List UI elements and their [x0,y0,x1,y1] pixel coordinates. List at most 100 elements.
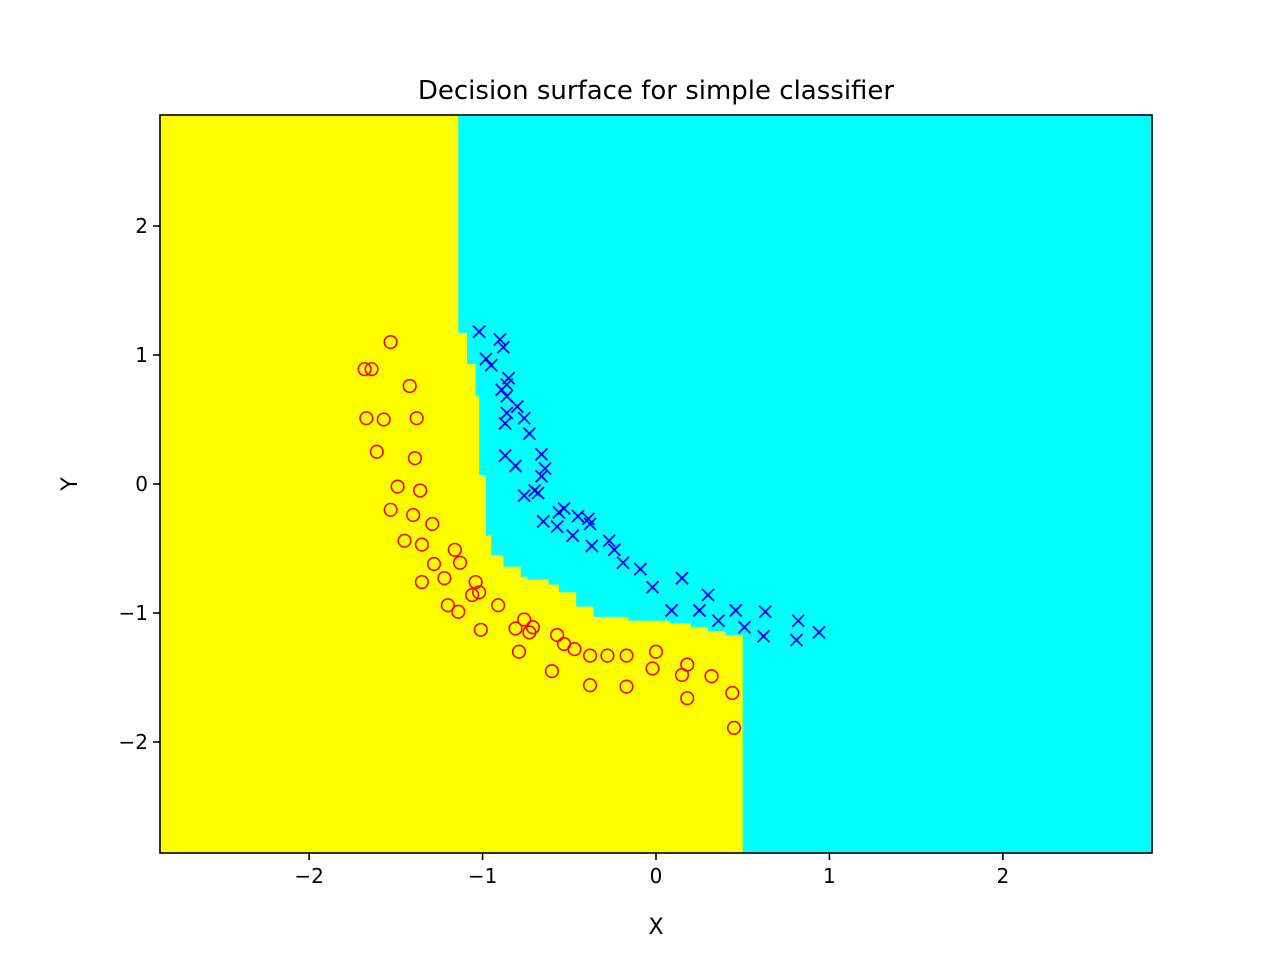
data-point-circle [511,644,527,659]
data-point-circle [680,691,695,706]
data-point-circle [648,644,664,659]
data-point-x [510,399,524,414]
data-point-x [566,528,580,543]
data-point-x [531,486,545,500]
data-point-circle [414,574,429,590]
data-point-circle [437,571,452,586]
chart-title: Decision surface for simple classifier [418,76,895,106]
y-tick-label: 2 [135,214,148,238]
data-point-x [756,629,771,643]
y-axis-label: Y [58,477,83,492]
data-point-x [472,325,486,339]
data-point-x [552,505,566,520]
data-point-x [711,614,726,628]
data-point-circle [582,648,598,663]
x-tick-label: 0 [650,864,663,888]
data-point-circle [376,412,391,427]
data-point-circle [704,669,719,684]
data-point-circle [725,685,740,701]
data-point-x [729,603,743,618]
data-point-circle [472,585,487,600]
data-point-x [645,580,660,594]
data-point-circle [582,678,598,693]
data-point-x [522,427,537,441]
data-point-circle [447,542,462,557]
data-point-x [791,614,805,628]
data-point-x [508,459,523,473]
data-point-circle [726,720,742,735]
data-point-x [500,406,514,420]
data-point-circle [674,667,690,683]
region-class-1 [458,115,1152,853]
data-point-circle [619,648,634,663]
data-point-circle [440,598,455,613]
data-point-x [517,488,531,503]
data-point-circle [414,537,429,552]
data-point-circle [452,555,468,570]
data-point-circle [390,479,405,494]
data-point-circle [357,362,372,377]
data-point-x [484,358,498,372]
data-point-circle [426,556,442,572]
x-tick-label: −2 [294,864,323,888]
data-point-x [534,447,549,461]
data-point-x [664,603,679,618]
data-point-x [616,556,630,570]
data-point-circle [397,533,412,548]
data-point-x [493,332,507,347]
data-point-circle [522,625,537,640]
data-point-circle [544,663,560,679]
axes: −2 −1 0 1 2 −2 −1 0 1 2 [119,114,1153,888]
data-point-x [498,416,512,430]
data-point-circle [364,362,379,377]
data-point-circle [619,679,634,694]
data-point-x [758,605,772,619]
data-point-x [571,509,585,523]
data-point-x [701,588,715,602]
data-point-circle [473,622,488,637]
x-tick-label: 1 [823,864,836,888]
data-point-circle [600,648,615,663]
data-point-x [534,469,549,483]
y-tick-label: 0 [135,472,148,496]
data-point-x [517,411,531,425]
data-point-x [602,534,616,548]
data-point-circle [409,411,424,426]
data-point-x [789,633,804,647]
data-point-circle [359,411,374,426]
data-point-circle [369,444,384,459]
y-tick-label: 1 [135,343,148,367]
data-point-x [583,517,597,531]
data-point-circle [517,612,532,627]
data-point-x [585,539,599,553]
data-point-circle [550,627,565,643]
data-point-circle [645,661,660,676]
data-point-x [812,625,826,640]
x-axis-label: X [648,915,663,940]
data-point-x [633,562,648,576]
data-point-circle [491,598,506,613]
x-tick-label: 2 [996,864,1009,888]
data-point-x [500,389,514,403]
data-point-circle [383,334,398,350]
data-point-circle [567,642,582,657]
data-point-circle [468,574,483,590]
data-point-circle [402,378,417,394]
data-point-x [496,340,511,354]
data-point-circle [465,587,480,603]
data-point-x [692,603,706,618]
data-point-x [675,571,689,585]
x-tick-label: −1 [468,864,497,888]
data-point-circle [383,502,398,517]
data-point-x [538,461,552,476]
data-point-circle [508,621,523,636]
data-point-x [607,543,622,557]
data-point-x [737,620,752,634]
y-tick-label: −2 [119,730,148,754]
data-point-circle [413,483,428,498]
data-point-x [536,514,550,529]
data-point-x [498,448,512,463]
data-point-circle [407,451,423,466]
data-point-circle [406,507,421,523]
